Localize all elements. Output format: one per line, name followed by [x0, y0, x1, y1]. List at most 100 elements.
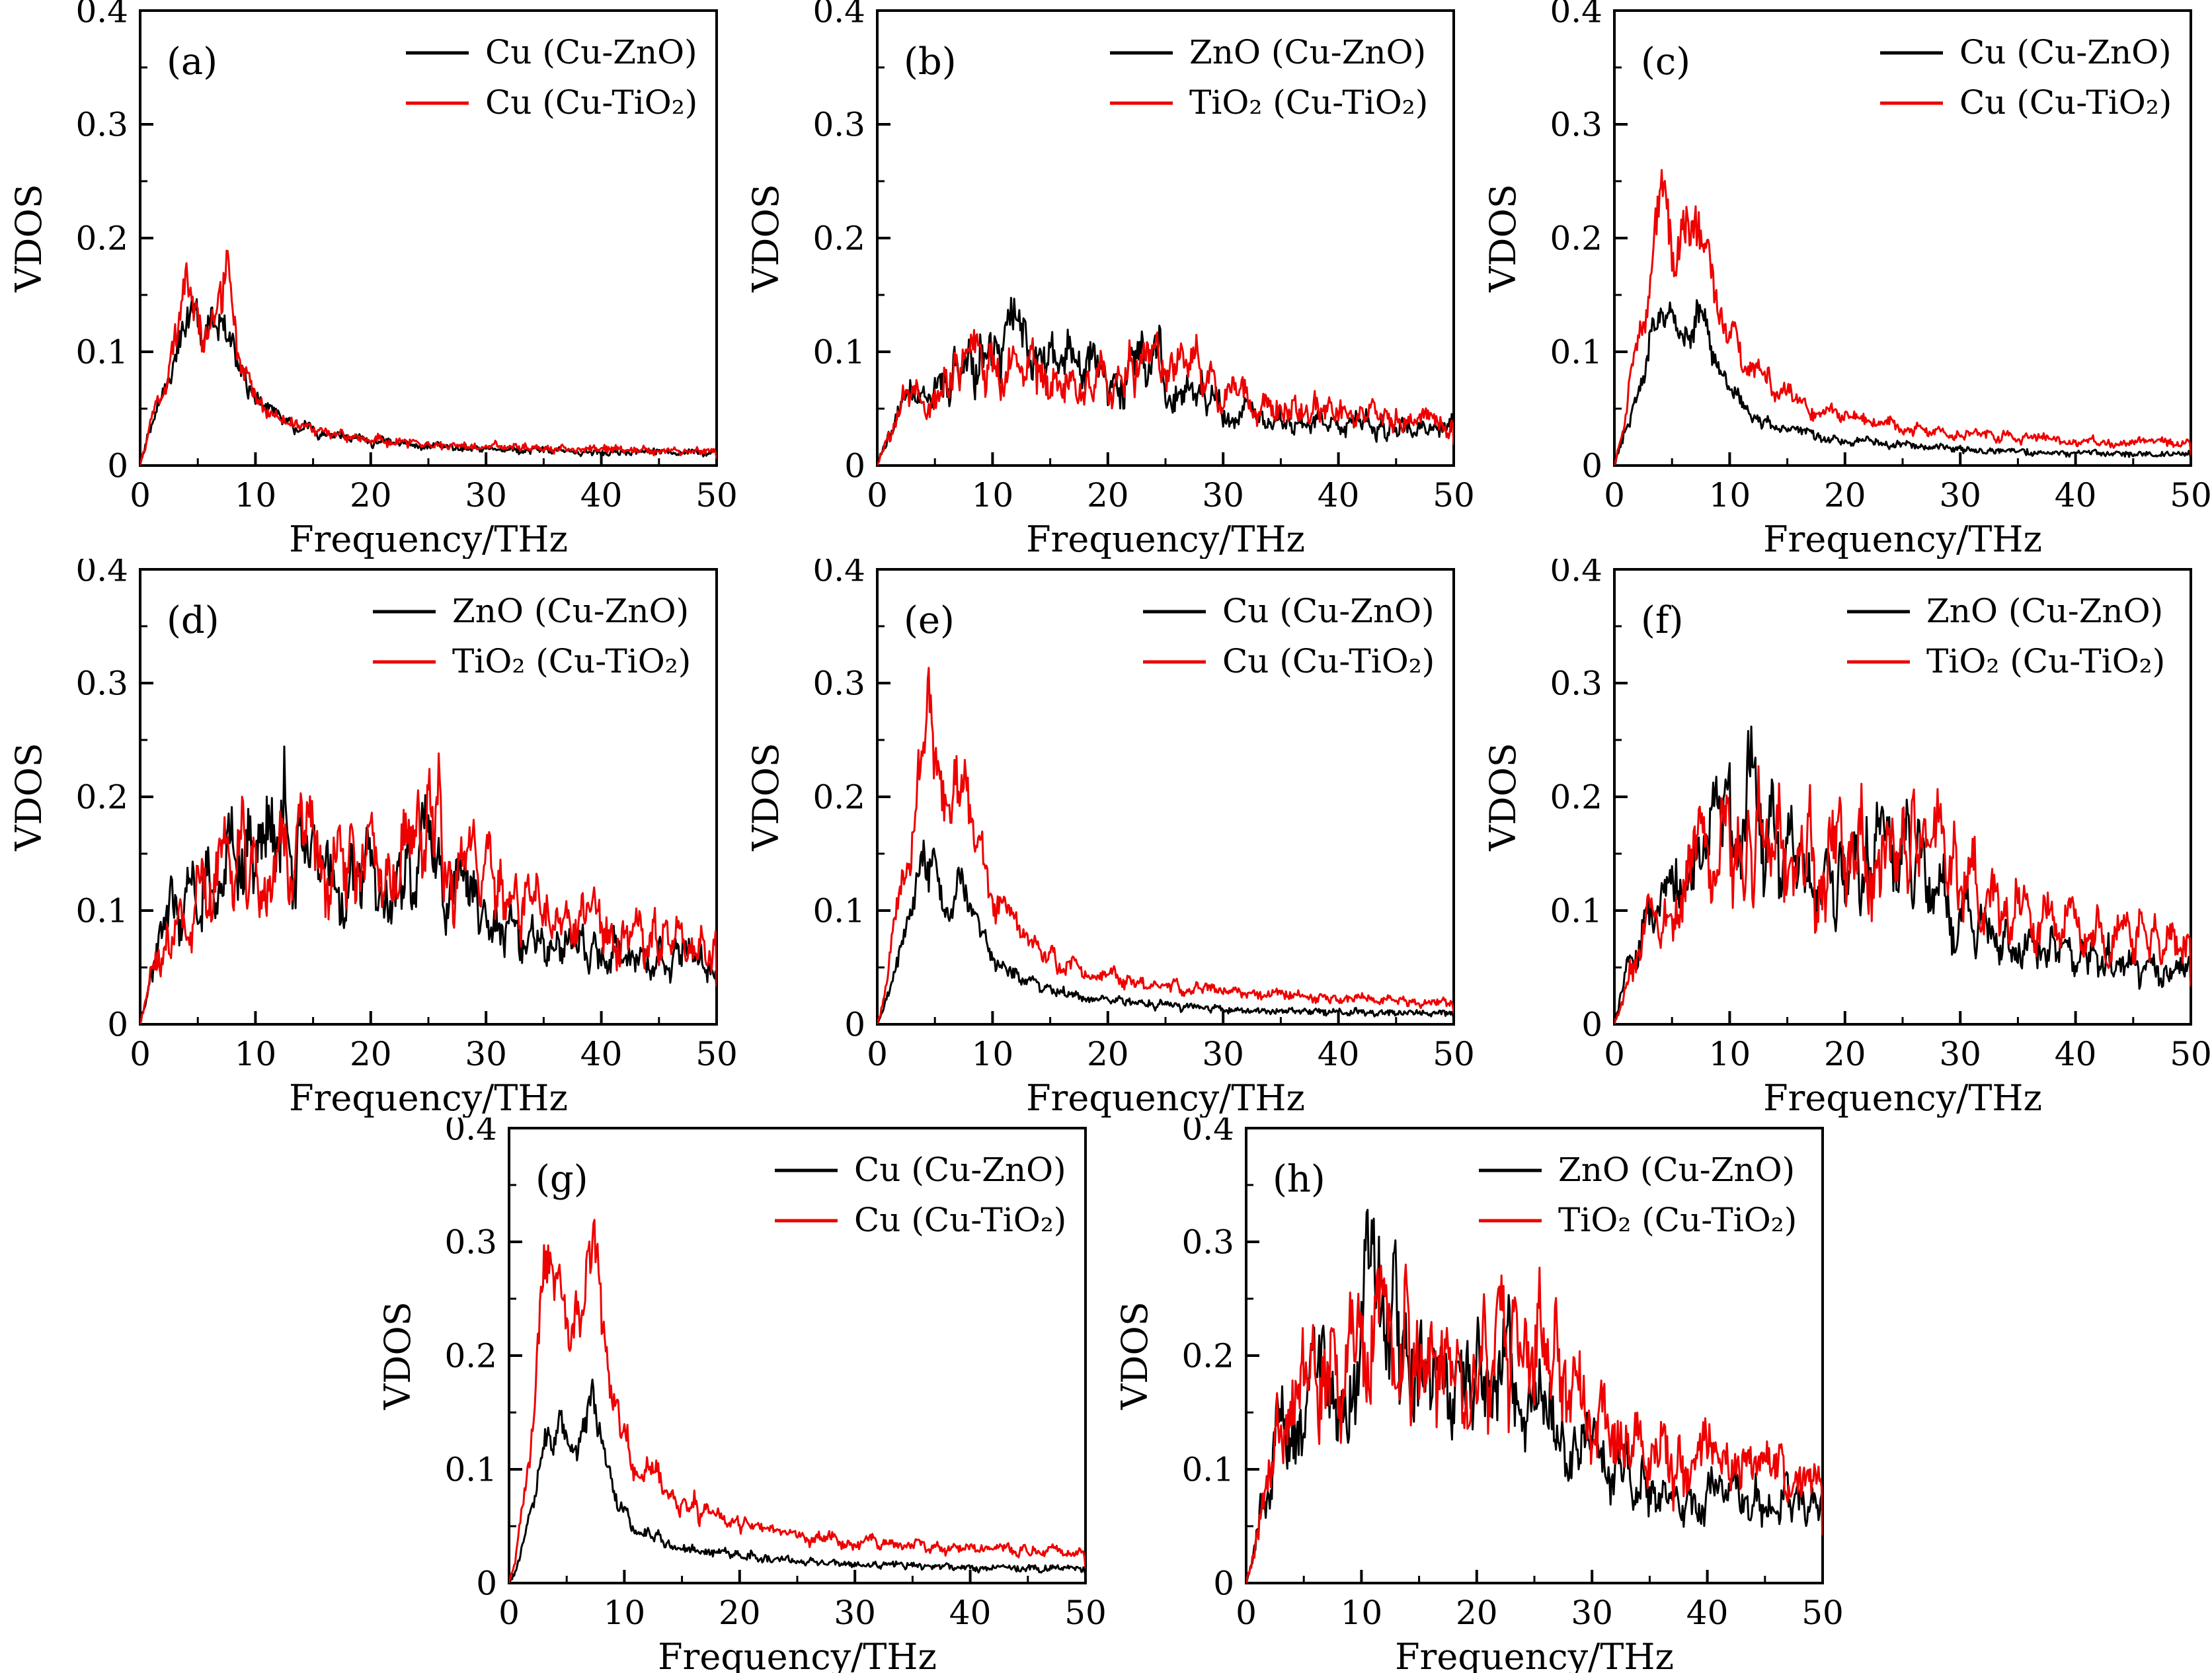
x-tick-label: 40	[580, 1035, 623, 1073]
x-tick-label: 40	[1318, 476, 1360, 514]
legend: Cu (Cu-ZnO) Cu (Cu-TiO₂)	[1880, 33, 2172, 122]
panel-e: 0 0.1 0.2 0.3 0.4 0 10 20 30 40 50 VDOS Frequency/TH…	[745, 559, 1474, 1118]
x-axis-label: Frequency/THz	[289, 518, 568, 559]
legend-label: TiO₂ (Cu-TiO₂)	[452, 642, 691, 680]
legend: ZnO (Cu-ZnO) TiO₂ (Cu-TiO₂)	[1479, 1151, 1797, 1239]
x-tick-label: 20	[1824, 476, 1866, 514]
x-ticks	[1245, 1570, 1824, 1583]
x-tick-label: 0	[1604, 476, 1625, 514]
y-tick-label: 0.4	[75, 559, 128, 589]
x-tick-label: 0	[130, 1035, 151, 1073]
x-tick-label: 30	[1202, 1035, 1244, 1073]
panel-letter: (c)	[1641, 40, 1690, 83]
y-tick-label: 0.3	[812, 106, 865, 144]
y-tick-label: 0.4	[1550, 0, 1602, 30]
x-tick-label: 0	[867, 476, 888, 514]
legend: Cu (Cu-ZnO) Cu (Cu-TiO₂)	[1143, 592, 1435, 680]
x-tick-label: 20	[350, 1035, 392, 1073]
x-tick-label: 20	[719, 1594, 761, 1632]
y-tick-label: 0.1	[1181, 1451, 1234, 1489]
panel-c: 0 0.1 0.2 0.3 0.4 0 10 20 30 40 50 VDOS Frequency/TH…	[1482, 0, 2211, 559]
panel-letter: (g)	[535, 1158, 588, 1201]
y-axis-label: VDOS	[1482, 184, 1524, 293]
y-tick-label: 0.4	[444, 1118, 497, 1148]
curve-cu-cu-tio2	[1614, 169, 2191, 466]
legend-label: TiO₂ (Cu-TiO₂)	[1926, 642, 2165, 680]
y-tick-label: 0.4	[812, 0, 865, 30]
y-axis-label: VDOS	[8, 743, 50, 852]
x-tick-label: 20	[1087, 1035, 1129, 1073]
y-tick-label: 0.1	[75, 333, 128, 372]
y-tick-label: 0.3	[75, 106, 128, 144]
y-ticks	[140, 568, 153, 1026]
legend-label: TiO₂ (Cu-TiO₂)	[1558, 1201, 1797, 1239]
y-tick-label: 0.2	[1550, 220, 1602, 258]
x-axis-label: Frequency/THz	[1026, 1077, 1305, 1118]
x-tick-label: 50	[2170, 476, 2211, 514]
legend-label: Cu (Cu-ZnO)	[854, 1151, 1066, 1189]
x-tick-label: 20	[350, 476, 392, 514]
y-tick-label: 0.2	[75, 220, 128, 258]
y-ticks	[877, 9, 890, 467]
x-tick-label: 10	[972, 476, 1014, 514]
y-tick-label: 0	[844, 1006, 865, 1044]
legend-label: Cu (Cu-ZnO)	[1222, 592, 1435, 630]
y-tick-label: 0.4	[812, 559, 865, 589]
x-tick-label: 50	[1433, 476, 1474, 514]
x-tick-label: 10	[1341, 1594, 1383, 1632]
curve-tio2-cu-tio2	[877, 329, 1454, 466]
x-ticks	[139, 1011, 718, 1024]
x-tick-label: 10	[1709, 1035, 1751, 1073]
legend: ZnO (Cu-ZnO) TiO₂ (Cu-TiO₂)	[1110, 33, 1428, 122]
panel-letter: (e)	[904, 599, 955, 642]
curve-cu-cu-zno	[1614, 299, 2191, 466]
panel-letter: (b)	[904, 40, 957, 83]
x-tick-label: 10	[604, 1594, 646, 1632]
x-tick-label: 30	[1202, 476, 1244, 514]
legend-label: Cu (Cu-TiO₂)	[1959, 83, 2172, 122]
y-axis-label: VDOS	[1114, 1301, 1156, 1410]
plot-box	[139, 9, 718, 467]
x-tick-label: 10	[972, 1035, 1014, 1073]
curve-cu-cu-zno	[140, 298, 717, 466]
legend-label: Cu (Cu-TiO₂)	[1222, 642, 1435, 680]
y-tick-label: 0.3	[812, 665, 865, 703]
y-axis-label: VDOS	[1482, 743, 1524, 852]
x-tick-label: 50	[695, 1035, 737, 1073]
y-ticks	[140, 9, 153, 467]
legend-label: TiO₂ (Cu-TiO₂)	[1189, 83, 1428, 122]
x-tick-label: 40	[2055, 476, 2097, 514]
curve-zno-cu-zno	[1614, 725, 2191, 1024]
y-tick-label: 0.3	[1550, 106, 1602, 144]
curve-cu-cu-zno	[509, 1378, 1086, 1583]
panel-a: 0 0.1 0.2 0.3 0.4 0 10 20 30 40 50 VDOS Frequency/TH…	[8, 0, 737, 559]
panel-letter: (d)	[167, 599, 219, 642]
plot-box	[876, 568, 1455, 1026]
y-tick-label: 0.3	[1550, 665, 1602, 703]
x-axis-label: Frequency/THz	[1763, 518, 2042, 559]
y-tick-label: 0.2	[444, 1337, 497, 1375]
x-ticks	[508, 1570, 1087, 1583]
curve-cu-cu-tio2	[140, 249, 717, 466]
y-axis-label: VDOS	[745, 184, 787, 293]
x-tick-label: 0	[1236, 1594, 1257, 1632]
x-tick-label: 40	[1318, 1035, 1360, 1073]
x-tick-label: 40	[580, 476, 623, 514]
y-tick-label: 0	[844, 447, 865, 485]
panel-h: 0 0.1 0.2 0.3 0.4 0 10 20 30 40 50 VDOS Frequency/TH…	[1114, 1118, 1843, 1673]
x-tick-label: 20	[1456, 1594, 1498, 1632]
x-tick-label: 30	[465, 476, 507, 514]
legend: Cu (Cu-ZnO) Cu (Cu-TiO₂)	[406, 33, 697, 122]
y-tick-label: 0.2	[812, 778, 865, 817]
plot-box	[508, 1127, 1087, 1584]
x-ticks	[1613, 1011, 2192, 1024]
curve-cu-cu-tio2	[509, 1219, 1086, 1583]
legend-label: Cu (Cu-ZnO)	[485, 33, 697, 71]
legend: ZnO (Cu-ZnO) TiO₂ (Cu-TiO₂)	[1847, 592, 2165, 680]
x-tick-label: 20	[1824, 1035, 1866, 1073]
y-axis-label: VDOS	[8, 184, 50, 293]
y-tick-label: 0.4	[1181, 1118, 1234, 1148]
y-tick-label: 0.1	[1550, 333, 1602, 372]
panel-f: 0 0.1 0.2 0.3 0.4 0 10 20 30 40 50 VDOS Frequency/TH…	[1482, 559, 2211, 1118]
